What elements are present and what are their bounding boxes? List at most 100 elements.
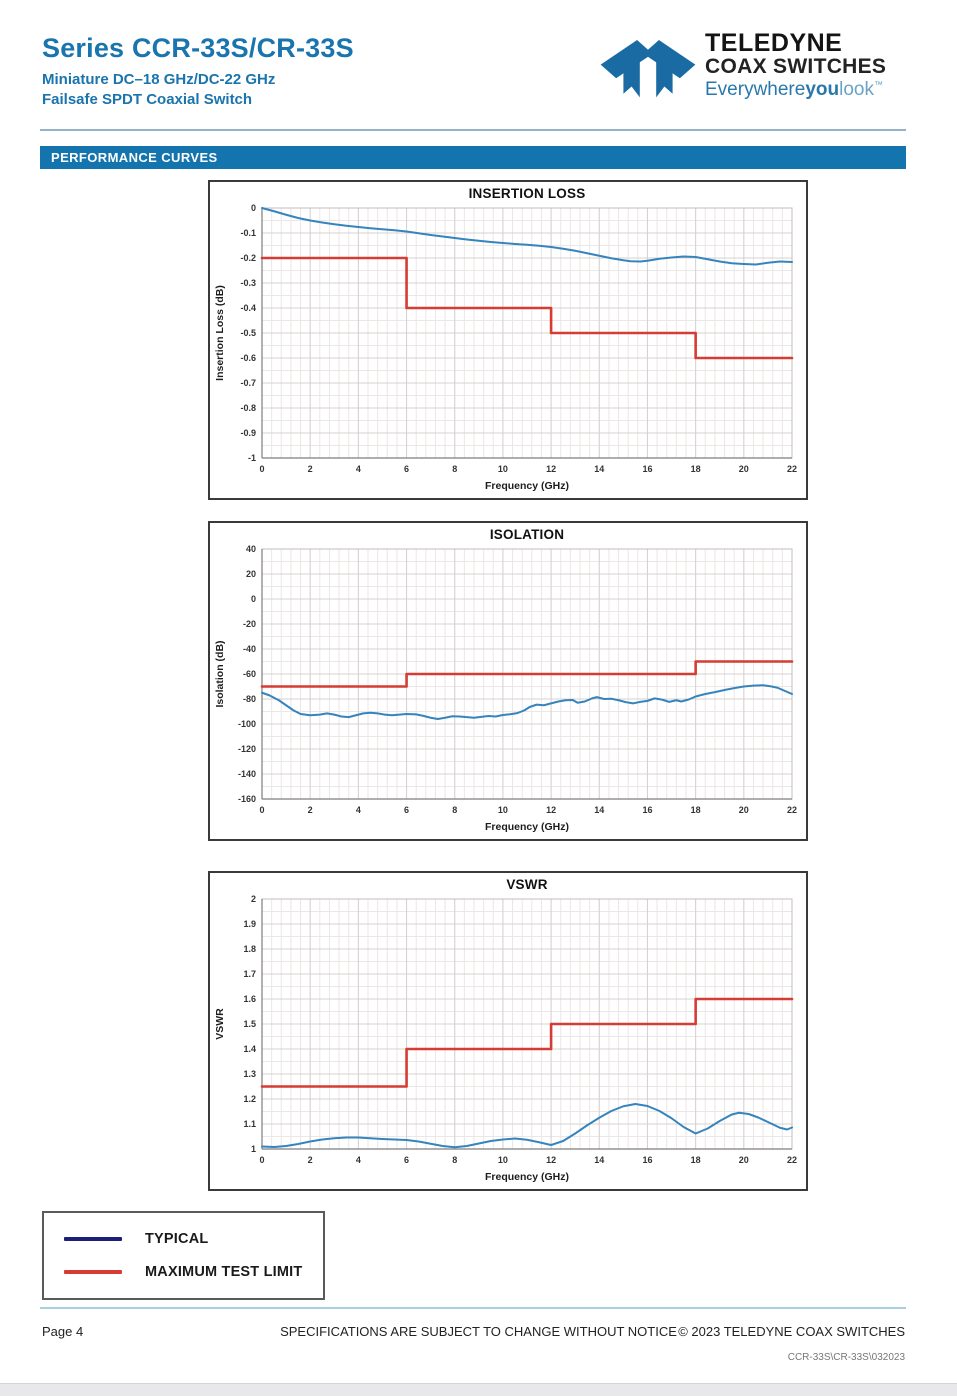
svg-text:VSWR: VSWR (214, 1008, 226, 1040)
svg-text:-0.9: -0.9 (240, 428, 256, 438)
svg-text:-120: -120 (238, 744, 256, 754)
svg-text:1.4: 1.4 (243, 1044, 256, 1054)
svg-text:20: 20 (246, 569, 256, 579)
svg-text:1.5: 1.5 (243, 1019, 256, 1029)
svg-text:1.3: 1.3 (243, 1069, 256, 1079)
svg-text:-60: -60 (243, 669, 256, 679)
teledyne-logo-icon (600, 40, 696, 98)
svg-text:16: 16 (642, 464, 652, 474)
svg-text:12: 12 (546, 464, 556, 474)
subtitle-line-2: Failsafe SPDT Coaxial Switch (42, 91, 253, 109)
svg-text:8: 8 (452, 1155, 457, 1165)
svg-text:1.7: 1.7 (243, 969, 256, 979)
svg-text:ISOLATION: ISOLATION (490, 527, 564, 542)
max-test-limit-line-swatch (64, 1270, 122, 1274)
svg-text:10: 10 (498, 1155, 508, 1165)
legend-label-max-limit: MAXIMUM TEST LIMIT (145, 1264, 303, 1280)
svg-text:16: 16 (642, 805, 652, 815)
svg-text:4: 4 (356, 464, 361, 474)
subtitle-line-1: Miniature DC–18 GHz/DC-22 GHz (42, 71, 276, 88)
svg-text:18: 18 (691, 464, 701, 474)
document-code: CCR-33S\CR-33S\032023 (787, 1352, 905, 1363)
viewer-bottom-bar (0, 1383, 957, 1396)
logo-text: TELEDYNE COAX SWITCHES Everywhereyoulook… (705, 30, 886, 100)
svg-text:-0.5: -0.5 (240, 328, 256, 338)
legend-label-typical: TYPICAL (145, 1231, 209, 1247)
svg-text:Insertion Loss (dB): Insertion Loss (dB) (214, 285, 226, 381)
logo-tagline: Everywhereyoulook™ (705, 78, 883, 100)
svg-text:-1: -1 (248, 453, 256, 463)
svg-text:0: 0 (259, 1155, 264, 1165)
footer-copyright: © 2023 TELEDYNE COAX SWITCHES (678, 1324, 905, 1339)
svg-text:-140: -140 (238, 769, 256, 779)
svg-text:0: 0 (251, 594, 256, 604)
svg-text:14: 14 (594, 464, 604, 474)
svg-text:6: 6 (404, 805, 409, 815)
svg-text:20: 20 (739, 805, 749, 815)
svg-text:Frequency (GHz): Frequency (GHz) (485, 1171, 569, 1183)
svg-text:1: 1 (251, 1144, 256, 1154)
legend-item-typical: TYPICAL (64, 1231, 323, 1247)
svg-text:-40: -40 (243, 644, 256, 654)
svg-text:-160: -160 (238, 794, 256, 804)
svg-text:16: 16 (642, 1155, 652, 1165)
chart-legend: TYPICAL MAXIMUM TEST LIMIT (42, 1211, 325, 1300)
svg-text:-0.4: -0.4 (240, 303, 256, 313)
svg-text:22: 22 (787, 805, 797, 815)
svg-text:22: 22 (787, 464, 797, 474)
svg-text:0: 0 (251, 203, 256, 213)
vswr-chart: 0 2 4 6 8 10 12 14 16 18 20 22 2 1.9 1.8 1.7 1.6 1.5 1.4 1.… (208, 871, 808, 1191)
svg-text:0: 0 (259, 805, 264, 815)
svg-text:-80: -80 (243, 694, 256, 704)
svg-text:18: 18 (691, 1155, 701, 1165)
insertion-loss-plot: 0 2 4 6 8 10 12 14 16 18 20 22 0 -0.1 -0.2 -0.3 -0.4 -0.5… (214, 186, 797, 492)
svg-text:8: 8 (452, 805, 457, 815)
svg-text:8: 8 (452, 464, 457, 474)
svg-text:-0.8: -0.8 (240, 403, 256, 413)
header-divider (40, 129, 906, 131)
teledyne-logo: TELEDYNE COAX SWITCHES Everywhereyoulook… (597, 30, 886, 112)
svg-text:10: 10 (498, 464, 508, 474)
svg-text:Frequency (GHz): Frequency (GHz) (485, 480, 569, 492)
svg-text:14: 14 (594, 1155, 604, 1165)
svg-text:4: 4 (356, 1155, 361, 1165)
svg-text:0: 0 (259, 464, 264, 474)
svg-text:2: 2 (308, 1155, 313, 1165)
legend-item-max-limit: MAXIMUM TEST LIMIT (64, 1264, 323, 1280)
svg-text:INSERTION LOSS: INSERTION LOSS (469, 186, 586, 201)
svg-text:-100: -100 (238, 719, 256, 729)
svg-text:-0.1: -0.1 (240, 228, 256, 238)
svg-text:1.9: 1.9 (243, 919, 256, 929)
section-banner: PERFORMANCE CURVES (40, 146, 906, 169)
svg-text:1.6: 1.6 (243, 994, 256, 1004)
svg-text:40: 40 (246, 544, 256, 554)
isolation-chart: 0 2 4 6 8 10 12 14 16 18 20 22 40 20 0 -20 -40 -60 -80 -100… (208, 521, 808, 841)
svg-text:Frequency (GHz): Frequency (GHz) (485, 821, 569, 833)
svg-text:2: 2 (308, 464, 313, 474)
svg-text:4: 4 (356, 805, 361, 815)
svg-text:1.1: 1.1 (243, 1119, 256, 1129)
logo-word-teledyne: TELEDYNE (705, 29, 843, 57)
insertion-loss-chart: 0 2 4 6 8 10 12 14 16 18 20 22 0 -0.1 -0.2 -0.3 -0.4 -0.5… (208, 180, 808, 500)
svg-text:6: 6 (404, 464, 409, 474)
svg-text:-0.6: -0.6 (240, 353, 256, 363)
svg-text:-0.3: -0.3 (240, 278, 256, 288)
logo-word-coax-switches: COAX SWITCHES (705, 55, 887, 78)
page-title: Series CCR-33S/CR-33S (42, 33, 354, 63)
svg-text:18: 18 (691, 805, 701, 815)
svg-text:-0.2: -0.2 (240, 253, 256, 263)
typical-line-swatch (64, 1237, 122, 1241)
svg-text:1.2: 1.2 (243, 1094, 256, 1104)
svg-text:2: 2 (308, 805, 313, 815)
footer-notice: SPECIFICATIONS ARE SUBJECT TO CHANGE WIT… (280, 1324, 677, 1339)
svg-text:2: 2 (251, 894, 256, 904)
svg-text:20: 20 (739, 464, 749, 474)
svg-text:20: 20 (739, 1155, 749, 1165)
isolation-plot: 0 2 4 6 8 10 12 14 16 18 20 22 40 20 0 -20 -40 -60 -80 -100… (214, 527, 797, 833)
svg-text:14: 14 (594, 805, 604, 815)
page-number: Page 4 (42, 1324, 84, 1339)
svg-text:-20: -20 (243, 619, 256, 629)
svg-text:6: 6 (404, 1155, 409, 1165)
svg-text:VSWR: VSWR (506, 877, 547, 892)
svg-text:22: 22 (787, 1155, 797, 1165)
